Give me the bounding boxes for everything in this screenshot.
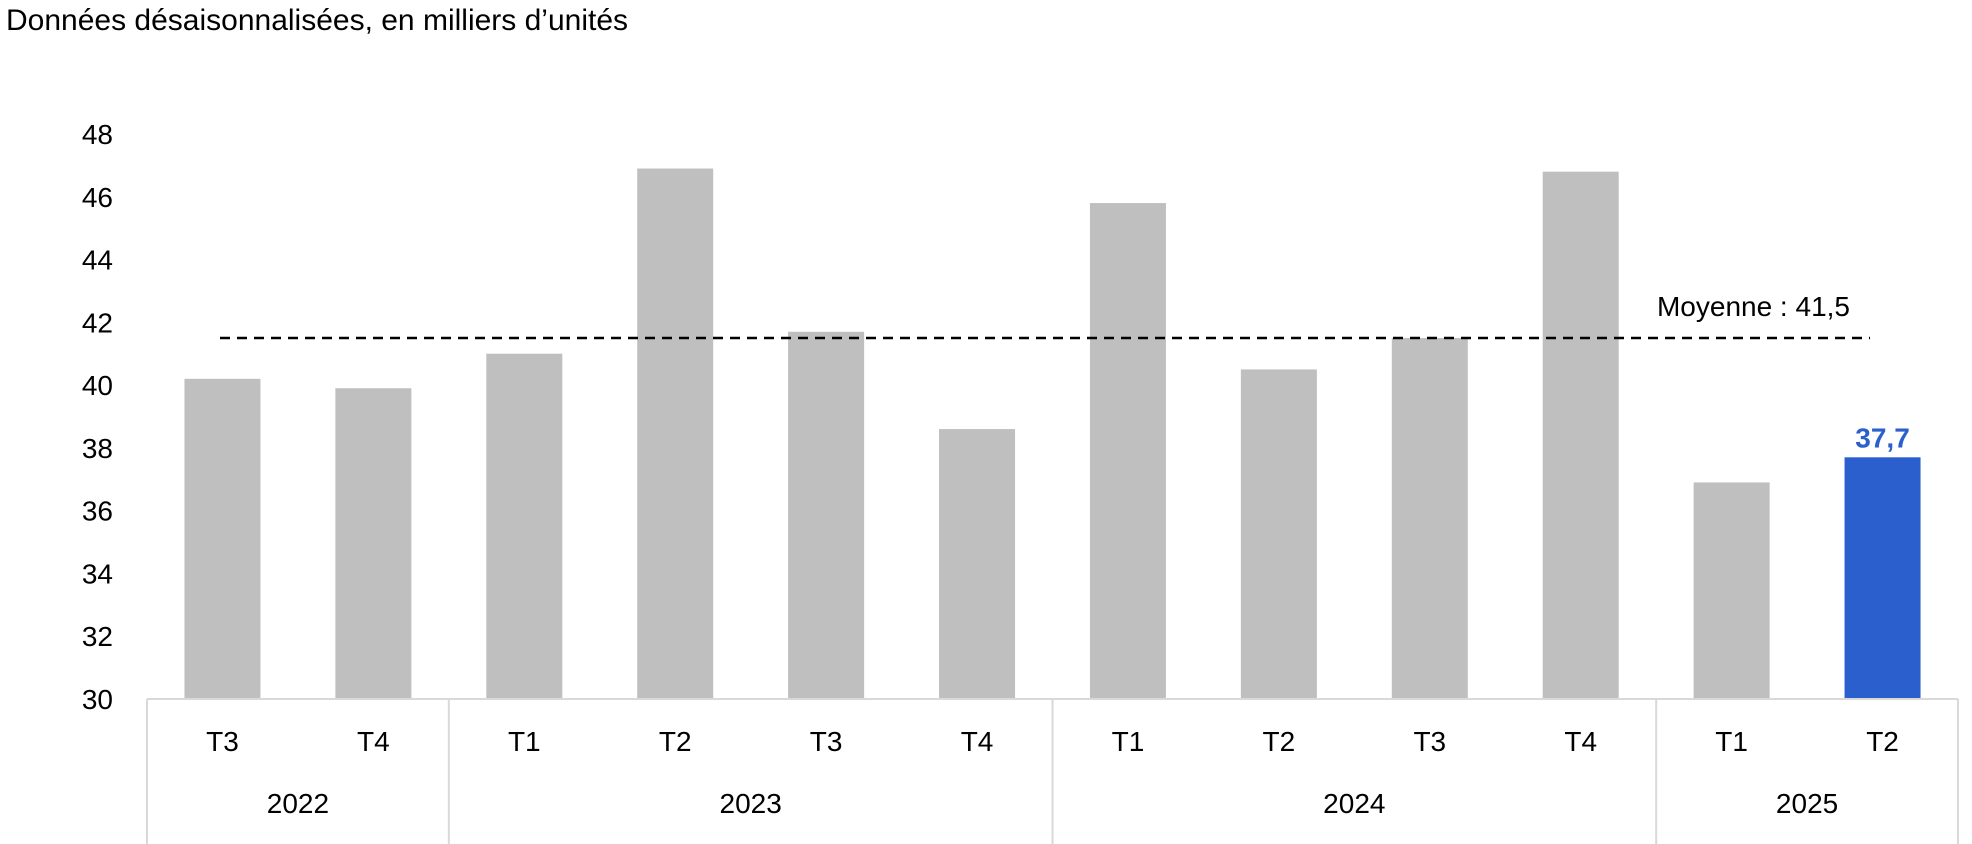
- y-tick-label: 40: [82, 370, 113, 401]
- bar-highlight: [1844, 457, 1921, 699]
- y-tick-label: 34: [82, 558, 113, 589]
- x-tick-label: T1: [1112, 726, 1145, 757]
- x-tick-label: T4: [1564, 726, 1597, 757]
- bar: [486, 353, 563, 699]
- bar: [1240, 369, 1317, 699]
- x-tick-label: T3: [1413, 726, 1446, 757]
- y-tick-label: 42: [82, 307, 113, 338]
- y-tick-label: 36: [82, 496, 113, 527]
- x-tick-label: T4: [357, 726, 390, 757]
- y-tick-label: 32: [82, 621, 113, 652]
- bar: [335, 388, 412, 699]
- y-tick-label: 48: [82, 119, 113, 150]
- bar: [1089, 203, 1166, 700]
- bar: [637, 168, 714, 699]
- bar: [184, 378, 261, 699]
- x-tick-label: T1: [508, 726, 541, 757]
- chart-subtitle: Données désaisonnalisées, en milliers d’…: [6, 4, 629, 37]
- bar: [788, 331, 865, 699]
- x-tick-label: T4: [961, 726, 994, 757]
- x-group-label: 2024: [1323, 788, 1385, 819]
- bar: [1391, 338, 1468, 699]
- average-label: Moyenne : 41,5: [1657, 291, 1850, 322]
- y-tick-label: 30: [82, 684, 113, 715]
- x-tick-label: T1: [1715, 726, 1748, 757]
- x-tick-label: T2: [1866, 726, 1899, 757]
- x-tick-label: T2: [1263, 726, 1296, 757]
- x-group-label: 2022: [267, 788, 329, 819]
- y-tick-label: 44: [82, 245, 113, 276]
- y-tick-label: 46: [82, 182, 113, 213]
- x-tick-label: T2: [659, 726, 692, 757]
- x-group-label: 2023: [720, 788, 782, 819]
- x-group-label: 2025: [1776, 788, 1838, 819]
- bar: [1693, 482, 1770, 699]
- x-tick-label: T3: [810, 726, 843, 757]
- x-tick-label: T3: [206, 726, 239, 757]
- bar: [939, 429, 1016, 699]
- y-tick-label: 38: [82, 433, 113, 464]
- bar: [1542, 171, 1619, 699]
- data-label-highlight: 37,7: [1855, 422, 1910, 453]
